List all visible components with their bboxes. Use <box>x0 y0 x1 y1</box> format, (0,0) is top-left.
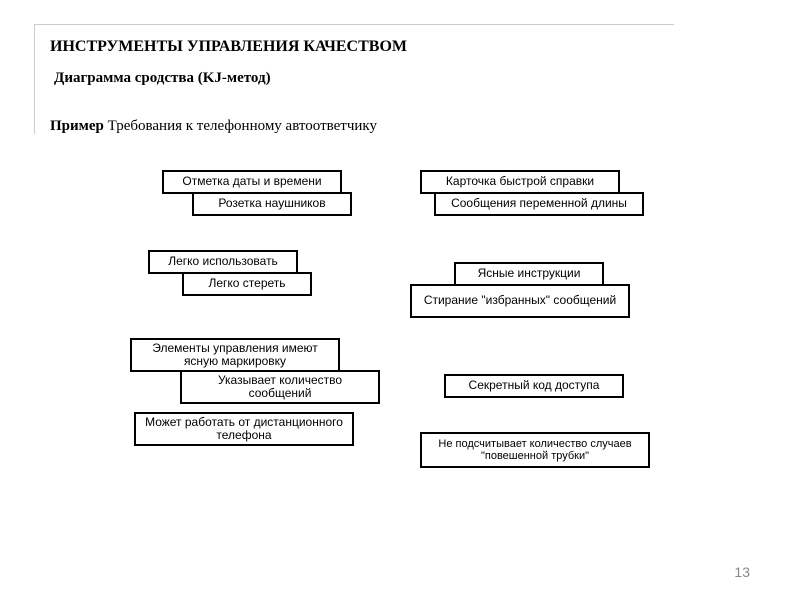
affinity-box: Может работать от дистанционного телефон… <box>134 412 354 446</box>
affinity-box: Легко использовать <box>148 250 298 274</box>
affinity-box: Не подсчитывает количество случаев "пове… <box>420 432 650 468</box>
affinity-box: Карточка быстрой справки <box>420 170 620 194</box>
affinity-box: Элементы управления имеют ясную маркиров… <box>130 338 340 372</box>
affinity-box: Секретный код доступа <box>444 374 624 398</box>
affinity-diagram: Отметка даты и времениРозетка наушников К… <box>120 170 680 530</box>
example-line: Пример Требования к телефонному автоотве… <box>50 118 377 135</box>
slide-page: ИНСТРУМЕНТЫ УПРАВЛЕНИЯ КАЧЕСТВОМ Диаграм… <box>0 0 800 600</box>
page-number: 13 <box>734 564 750 580</box>
title-line2: Диаграмма сродства (KJ-метод) <box>54 70 271 87</box>
affinity-box: Стирание "избранных" сообщений <box>410 284 630 318</box>
affinity-box: Розетка наушников <box>192 192 352 216</box>
title-line1: ИНСТРУМЕНТЫ УПРАВЛЕНИЯ КАЧЕСТВОМ <box>50 38 407 56</box>
example-text-value: Требования к телефонному автоответчику <box>108 118 377 134</box>
affinity-box: Легко стереть <box>182 272 312 296</box>
frame-top <box>34 24 674 25</box>
affinity-box: Сообщения переменной длины <box>434 192 644 216</box>
affinity-box: Указывает количество сообщений <box>180 370 380 404</box>
frame-left <box>34 24 35 134</box>
affinity-box: Отметка даты и времени <box>162 170 342 194</box>
affinity-box: Ясные инструкции <box>454 262 604 286</box>
example-label: Пример <box>50 118 104 134</box>
